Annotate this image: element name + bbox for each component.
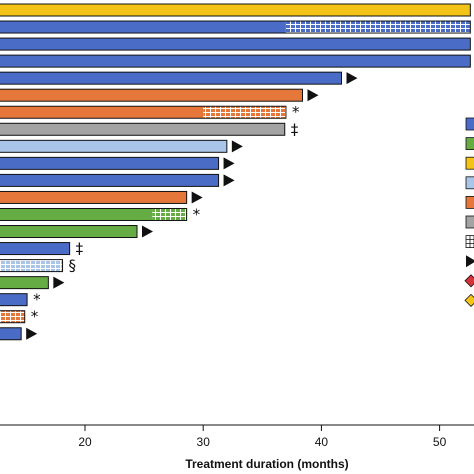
legend-swatch	[465, 195, 474, 209]
ongoing-arrow-marker	[346, 72, 358, 85]
legend-hatch-lines	[466, 235, 474, 248]
bar	[0, 174, 219, 187]
bar	[0, 4, 471, 16]
bar-outline	[0, 88, 303, 102]
bar-outline	[0, 54, 471, 68]
ongoing-arrow-marker	[26, 327, 38, 340]
bar-outline	[0, 139, 228, 153]
bar-footnote-marker: §	[69, 257, 77, 275]
bar-outline	[0, 207, 188, 221]
bar-outline	[0, 37, 471, 51]
ongoing-arrow-marker	[223, 174, 235, 187]
bar-footnote-marker: ‡	[76, 240, 84, 258]
bar	[0, 140, 227, 153]
legend-arrow-icon	[466, 255, 474, 268]
bar-outline	[0, 276, 49, 290]
bar	[0, 191, 187, 204]
ongoing-arrow-marker	[142, 225, 154, 238]
bars-group: *‡*‡§**	[0, 3, 471, 341]
x-tick-label: 30	[197, 435, 211, 449]
x-axis-title: Treatment duration (months)	[185, 457, 348, 471]
ongoing-arrow-marker	[223, 157, 235, 170]
bar-hatch-pattern	[0, 259, 63, 272]
bar	[0, 106, 204, 119]
bar-outline	[0, 173, 220, 187]
legend-swatch	[465, 137, 474, 151]
bar-hatch-pattern	[203, 106, 286, 119]
bar-outline	[0, 105, 287, 119]
bar	[0, 55, 471, 68]
ongoing-arrow-marker	[307, 89, 319, 102]
bar	[0, 225, 138, 238]
bar-outline	[0, 242, 71, 256]
x-axis: 20 30 40 50	[0, 424, 474, 449]
ongoing-arrow-marker	[231, 140, 243, 153]
bar-outline	[0, 3, 471, 17]
legend-swatch	[465, 215, 474, 229]
bar-footnote-marker: *	[292, 103, 300, 121]
bar	[0, 293, 28, 306]
bar-hatch-pattern	[0, 310, 25, 323]
bar-outline	[0, 122, 286, 136]
bar	[0, 89, 303, 102]
legend-swatch	[465, 156, 474, 170]
bar-outline	[0, 293, 28, 307]
bar	[0, 242, 70, 255]
bar-outline	[0, 156, 220, 170]
legend	[464, 117, 474, 307]
bar	[0, 72, 342, 85]
bar-footnote-marker: *	[31, 308, 39, 326]
bar-outline	[0, 259, 64, 273]
bar-footnote-marker: *	[33, 291, 41, 309]
x-tick-label: 40	[315, 435, 329, 449]
x-tick-label: 20	[78, 435, 92, 449]
bar-outline	[0, 327, 22, 341]
bar	[0, 327, 22, 340]
bar-outline	[0, 310, 26, 324]
bar-outline	[0, 71, 342, 85]
bar-outline	[0, 20, 471, 34]
x-tick-label: 50	[433, 435, 447, 449]
bar	[0, 123, 285, 136]
bar	[0, 21, 286, 34]
bar-outline	[0, 225, 138, 239]
legend-swatch	[465, 117, 474, 131]
bar-footnote-marker: *	[193, 205, 201, 223]
bar	[0, 276, 49, 289]
bar	[0, 157, 219, 170]
bar-outline	[0, 190, 188, 204]
legend-diamond-icon	[464, 293, 474, 307]
bar-footnote-marker: ‡	[291, 120, 299, 138]
bar	[0, 38, 471, 51]
ongoing-arrow-marker	[53, 276, 65, 289]
bar-hatch-pattern	[285, 21, 471, 34]
legend-swatch	[465, 176, 474, 190]
ongoing-arrow-marker	[191, 191, 203, 204]
bar	[0, 208, 153, 221]
bar-hatch-pattern	[152, 208, 187, 221]
legend-diamond-icon	[464, 274, 474, 288]
